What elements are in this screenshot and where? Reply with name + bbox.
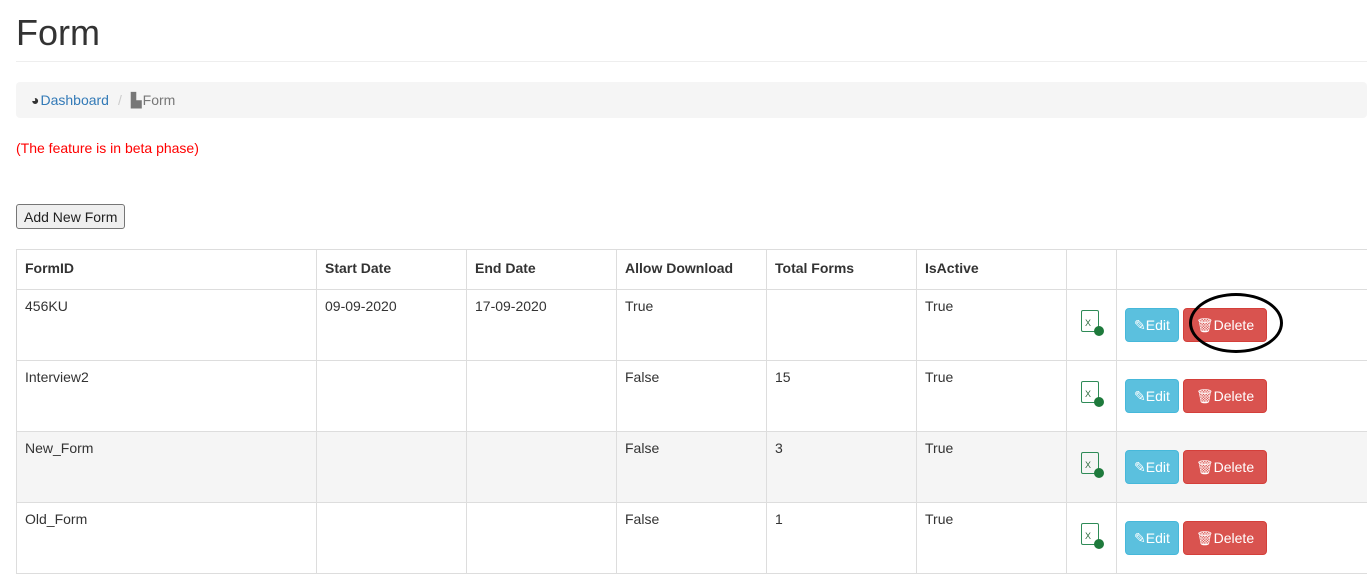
edit-icon: ✎	[1134, 317, 1146, 333]
edit-button[interactable]: ✎Edit	[1125, 521, 1179, 555]
edit-icon: ✎	[1134, 530, 1146, 546]
delete-label: Delete	[1214, 459, 1254, 475]
table-row: Old_Form False 1 True X ✎Edit🗑Delete	[17, 503, 1367, 574]
table-row: Interview2 False 15 True X ✎Edit🗑Delete	[17, 361, 1367, 432]
header-total-forms: Total Forms	[767, 250, 917, 290]
download-badge-icon	[1094, 468, 1104, 478]
divider	[16, 61, 1367, 62]
cell-download: X	[1067, 361, 1117, 432]
edit-label: Edit	[1146, 317, 1170, 333]
file-icon: ▙	[131, 92, 142, 109]
cell-total-forms: 3	[767, 432, 917, 503]
add-new-form-button[interactable]: Add New Form	[16, 204, 125, 229]
edit-label: Edit	[1146, 388, 1170, 404]
header-actions	[1117, 250, 1367, 290]
cell-start-date	[317, 432, 467, 503]
cell-download: X	[1067, 432, 1117, 503]
trash-icon: 🗑	[1196, 530, 1214, 546]
cell-total-forms: 15	[767, 361, 917, 432]
delete-button[interactable]: 🗑Delete	[1183, 521, 1267, 555]
cell-download: X	[1067, 503, 1117, 574]
header-end-date: End Date	[467, 250, 617, 290]
cell-actions: ✎Edit🗑Delete	[1117, 432, 1367, 503]
excel-download-icon[interactable]: X	[1081, 381, 1099, 403]
forms-table: FormID Start Date End Date Allow Downloa…	[16, 249, 1367, 574]
edit-icon: ✎	[1134, 388, 1146, 404]
edit-button[interactable]: ✎Edit	[1125, 379, 1179, 413]
excel-icon-text: X	[1085, 318, 1091, 328]
header-download	[1067, 250, 1117, 290]
breadcrumb-form: Form	[143, 92, 176, 108]
table-row: 456KU 09-09-2020 17-09-2020 True True X …	[17, 290, 1367, 361]
cell-formid: 456KU	[17, 290, 317, 361]
cell-end-date: 17-09-2020	[467, 290, 617, 361]
cell-actions: ✎Edit🗑Delete	[1117, 361, 1367, 432]
download-badge-icon	[1094, 326, 1104, 336]
breadcrumb-separator: /	[109, 92, 131, 108]
cell-allow-download: True	[617, 290, 767, 361]
cell-end-date	[467, 503, 617, 574]
delete-button[interactable]: 🗑Delete	[1183, 379, 1267, 413]
edit-icon: ✎	[1134, 459, 1146, 475]
table-row: New_Form False 3 True X ✎Edit🗑Delete	[17, 432, 1367, 503]
cell-total-forms	[767, 290, 917, 361]
delete-button[interactable]: 🗑Delete	[1183, 450, 1267, 484]
download-badge-icon	[1094, 539, 1104, 549]
download-badge-icon	[1094, 397, 1104, 407]
cell-allow-download: False	[617, 432, 767, 503]
excel-download-icon[interactable]: X	[1081, 310, 1099, 332]
header-isactive: IsActive	[917, 250, 1067, 290]
cell-start-date: 09-09-2020	[317, 290, 467, 361]
cell-end-date	[467, 361, 617, 432]
excel-icon-text: X	[1085, 389, 1091, 399]
delete-label: Delete	[1214, 388, 1254, 404]
beta-note: (The feature is in beta phase)	[16, 140, 199, 156]
cell-total-forms: 1	[767, 503, 917, 574]
page-title: Form	[16, 12, 100, 54]
cell-actions: ✎Edit🗑Delete	[1117, 503, 1367, 574]
trash-icon: 🗑	[1196, 388, 1214, 404]
annotation-circle	[1189, 293, 1283, 353]
excel-download-icon[interactable]: X	[1081, 452, 1099, 474]
trash-icon: 🗑	[1196, 459, 1214, 475]
edit-button[interactable]: ✎Edit	[1125, 450, 1179, 484]
breadcrumb: ◕ Dashboard / ▙ Form	[16, 82, 1367, 118]
dashboard-icon: ◕	[31, 92, 39, 108]
cell-allow-download: False	[617, 503, 767, 574]
edit-button[interactable]: ✎Edit	[1125, 308, 1179, 342]
header-allow-download: Allow Download	[617, 250, 767, 290]
cell-isactive: True	[917, 361, 1067, 432]
cell-formid: Old_Form	[17, 503, 317, 574]
cell-isactive: True	[917, 432, 1067, 503]
cell-allow-download: False	[617, 361, 767, 432]
cell-start-date	[317, 361, 467, 432]
cell-isactive: True	[917, 503, 1067, 574]
cell-download: X	[1067, 290, 1117, 361]
breadcrumb-dashboard[interactable]: Dashboard	[40, 92, 109, 108]
excel-icon-text: X	[1085, 531, 1091, 541]
cell-start-date	[317, 503, 467, 574]
cell-isactive: True	[917, 290, 1067, 361]
edit-label: Edit	[1146, 530, 1170, 546]
header-start-date: Start Date	[317, 250, 467, 290]
cell-end-date	[467, 432, 617, 503]
excel-icon-text: X	[1085, 460, 1091, 470]
header-formid: FormID	[17, 250, 317, 290]
cell-formid: New_Form	[17, 432, 317, 503]
excel-download-icon[interactable]: X	[1081, 523, 1099, 545]
delete-label: Delete	[1214, 530, 1254, 546]
table-header-row: FormID Start Date End Date Allow Downloa…	[17, 250, 1367, 290]
edit-label: Edit	[1146, 459, 1170, 475]
cell-formid: Interview2	[17, 361, 317, 432]
